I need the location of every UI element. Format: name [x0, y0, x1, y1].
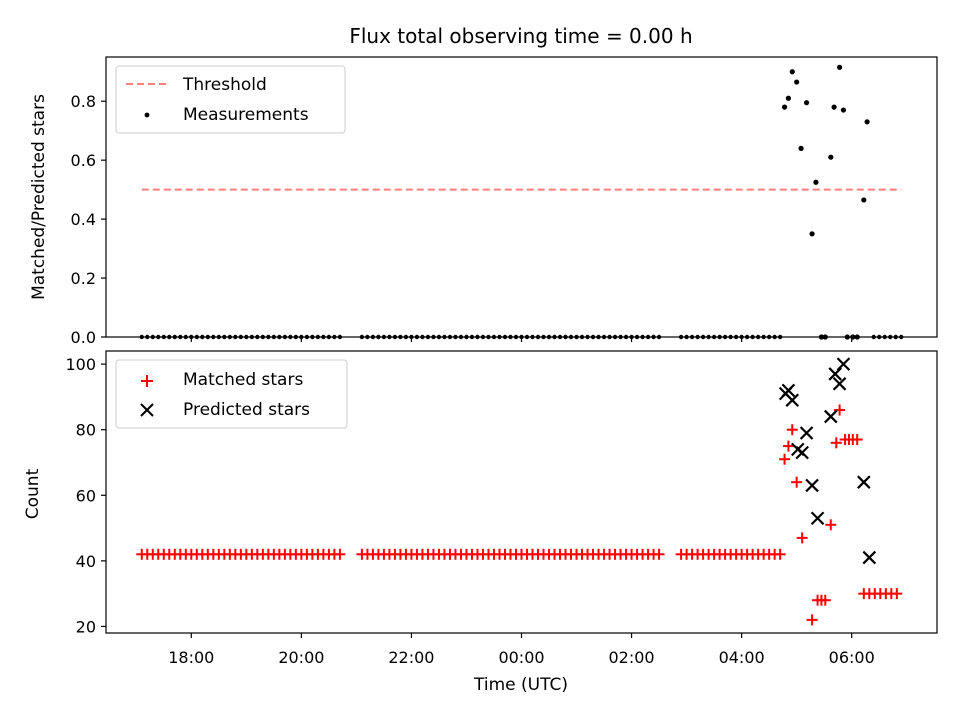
predicted-star-point: [832, 377, 847, 391]
x-axis-label: Time (UTC): [473, 675, 568, 695]
bottom-y-tick-label: 40: [76, 552, 96, 571]
matched-star-point: [786, 424, 798, 436]
matched-stars-legend-label: Matched stars: [183, 370, 303, 390]
top-y-tick-label: 0.2: [71, 269, 96, 288]
matched-star-point: [791, 476, 803, 488]
predicted-star-point: [836, 357, 851, 371]
predicted-star-point: [862, 550, 877, 565]
top-y-axis-label: Matched/Predicted stars: [29, 94, 49, 300]
predicted-star-point: [781, 383, 796, 398]
top-y-tick-label: 0.6: [71, 151, 96, 170]
matched-stars-legend-swatch: [141, 375, 153, 387]
bottom-y-tick-label: 20: [76, 617, 96, 636]
predicted-stars-legend-swatch: [140, 403, 154, 417]
matched-star-point: [806, 614, 818, 626]
matched-star-point: [653, 548, 665, 560]
predicted-stars-legend-label: Predicted stars: [183, 400, 310, 420]
measurement-point: [864, 119, 870, 125]
star-count-plot: [136, 357, 903, 626]
matched-star-point: [779, 453, 791, 465]
x-tick-label: 00:00: [498, 648, 544, 667]
matched-star-point: [782, 440, 794, 452]
bottom-legend: Matched stars Predicted stars: [115, 359, 348, 429]
top-y-tick-label: 0.4: [71, 210, 96, 229]
x-tick-label: 18:00: [168, 648, 214, 667]
x-tick-label: 22:00: [388, 648, 434, 667]
predicted-star-point: [824, 409, 838, 424]
matched-star-point: [334, 548, 346, 560]
matched-star-point: [796, 532, 808, 544]
measurements-legend-swatch: [144, 112, 150, 118]
measurement-point: [831, 104, 837, 110]
bottom-y-tick-label: 80: [76, 421, 96, 440]
top-y-tick-label: 0.0: [71, 328, 96, 347]
measurement-point: [813, 179, 819, 185]
top-y-tick-label: 0.8: [71, 92, 96, 111]
measurement-point: [840, 107, 847, 113]
matched-star-point: [774, 548, 786, 560]
predicted-star-point: [805, 478, 819, 493]
measurement-point: [836, 64, 843, 70]
threshold-legend-label: Threshold: [182, 75, 267, 95]
measurement-point: [828, 154, 834, 160]
measurement-point: [803, 100, 810, 106]
measurement-point: [781, 104, 788, 110]
matched-star-point: [851, 434, 863, 446]
top-panel-title: Flux total observing time = 0.00 h: [349, 24, 692, 48]
bottom-y-axis-label: Count: [23, 468, 43, 519]
top-legend: Threshold Measurements: [115, 65, 346, 134]
predicted-star-point: [810, 511, 825, 526]
measurement-point: [798, 145, 804, 151]
predicted-star-point: [799, 426, 814, 440]
measurement-point: [794, 79, 800, 85]
matched-star-point: [819, 594, 831, 606]
measurement-point: [785, 95, 792, 101]
measurement-point: [809, 231, 815, 237]
measurements-legend-label: Measurements: [183, 105, 309, 125]
matched-star-point: [825, 519, 837, 531]
x-tick-label: 02:00: [609, 648, 655, 667]
predicted-star-point: [795, 445, 809, 460]
bottom-y-tick-label: 60: [76, 486, 96, 505]
x-tick-label: 04:00: [719, 648, 765, 667]
predicted-star-point: [828, 367, 842, 381]
x-tick-label: 06:00: [829, 648, 875, 667]
top-y-axis: 0.0 0.2 0.4 0.6 0.8: [71, 92, 106, 347]
bottom-y-axis: 20 40 60 80 100: [65, 355, 106, 636]
predicted-star-point: [857, 475, 871, 489]
measurement-point: [861, 197, 867, 203]
matched-star-point: [830, 437, 842, 449]
x-tick-label: 20:00: [278, 648, 324, 667]
x-axis: 18:00 20:00 22:00 00:00 02:00 04:00 06:00: [168, 337, 875, 667]
predicted-star-point: [785, 393, 800, 407]
matched-star-point: [891, 588, 903, 600]
measurement-point: [789, 69, 795, 75]
bottom-y-tick-label: 100: [65, 355, 96, 374]
